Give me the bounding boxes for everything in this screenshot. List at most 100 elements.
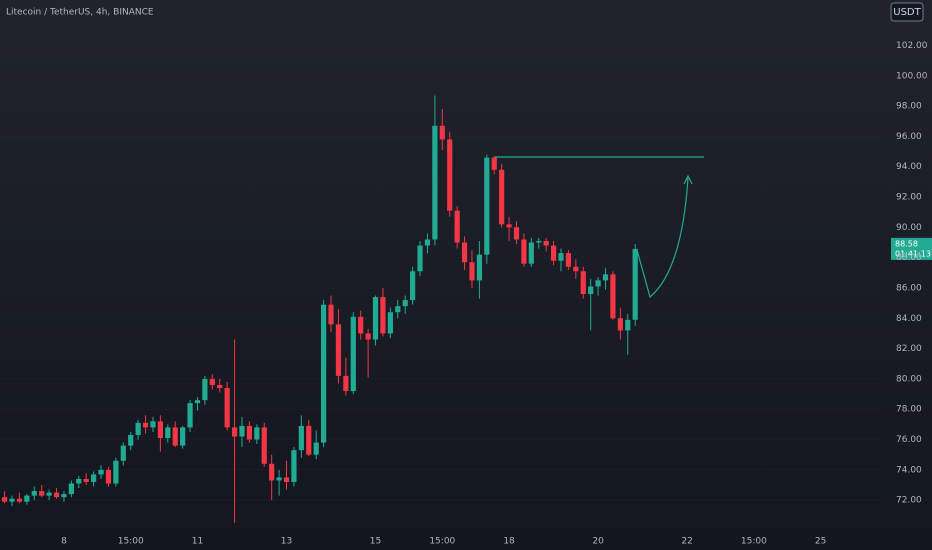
candle-body [180, 427, 186, 446]
candle-body [298, 425, 304, 451]
candle-body [588, 286, 594, 295]
y-tick-label: 82.00 [896, 344, 922, 354]
candle-body [365, 333, 371, 340]
candle-body [573, 266, 579, 272]
candle-body [165, 427, 171, 439]
candle-body [513, 227, 520, 240]
candle-body [454, 210, 460, 243]
last-price-box [891, 237, 932, 260]
y-tick-label: 74.00 [896, 465, 922, 475]
candle-body [499, 169, 505, 225]
candle-body [321, 304, 327, 443]
candle-body [343, 375, 349, 392]
candle-body [239, 425, 245, 437]
candle-body [543, 240, 549, 246]
candle-body [61, 494, 67, 498]
candle-body [632, 248, 638, 320]
candle-body [1, 497, 8, 502]
candle-body [128, 434, 134, 446]
candle-body [402, 300, 408, 307]
candle-body [209, 378, 215, 385]
candle-body [157, 421, 163, 439]
y-tick-label: 90.00 [896, 223, 922, 233]
candle-body [439, 125, 445, 140]
x-tick-label: 15:00 [429, 537, 455, 547]
candle-body [283, 477, 290, 482]
y-tick-label: 84.00 [896, 314, 922, 324]
candle-body [254, 427, 260, 440]
y-tick-label: 96.00 [896, 132, 922, 142]
x-tick-label: 15 [370, 537, 381, 547]
currency: USDT [893, 7, 921, 18]
x-tick-label: 20 [592, 537, 604, 547]
candle-body [68, 483, 74, 495]
candle-body [24, 495, 30, 502]
x-tick-label: 11 [192, 537, 203, 547]
candle-body [53, 492, 60, 498]
candle-body [187, 403, 193, 428]
candle-body [98, 469, 104, 475]
x-tick-label: 15:00 [741, 537, 767, 547]
chart-title: Litecoin / TetherUS, 4h, BINANCE [6, 8, 154, 18]
candle-body [194, 400, 201, 404]
x-tick-label: 15:00 [118, 537, 144, 547]
y-tick-label: 76.00 [896, 435, 922, 445]
countdown: 01:41:13 [895, 249, 931, 258]
candle-body [9, 498, 15, 502]
candle-body [602, 274, 609, 281]
candle-body [172, 427, 178, 446]
candle-body [447, 139, 453, 211]
candle-body [46, 492, 52, 496]
candle-body [617, 318, 623, 331]
candle-body [76, 478, 82, 484]
y-tick-label: 100.00 [896, 71, 928, 81]
candle-body [16, 498, 23, 502]
candle-body [269, 463, 275, 481]
x-tick-label: 22 [681, 537, 692, 547]
candle-body [461, 242, 468, 263]
y-tick-label: 102.00 [896, 41, 928, 51]
candle-body [521, 239, 527, 264]
last-price: 88.58 [895, 239, 918, 248]
candle-body [484, 157, 490, 255]
candle-body [476, 254, 482, 281]
candle-body [217, 384, 223, 389]
candle-body [417, 245, 423, 272]
arrow-head [683, 174, 693, 185]
currency-box[interactable] [890, 2, 924, 22]
candle-body [625, 319, 631, 331]
candle-body [358, 316, 364, 334]
candle-body [113, 460, 119, 484]
candle-body [91, 474, 97, 482]
candle-body [469, 262, 475, 281]
candle-body [506, 224, 512, 228]
candle-body [313, 442, 319, 455]
candle-body [276, 477, 282, 481]
candle-body [410, 271, 416, 301]
candle-body [306, 425, 312, 455]
candle-body [610, 274, 616, 319]
candle-body [120, 445, 126, 461]
candle-body [335, 324, 342, 376]
candle-body [142, 422, 149, 428]
y-tick-label: 72.00 [896, 496, 922, 506]
candle-body [328, 304, 334, 325]
candle-body [372, 297, 379, 340]
candle-body [395, 306, 401, 313]
y-tick-label: 88.00 [896, 253, 922, 263]
x-tick-label: 8 [61, 537, 67, 547]
candle-body [224, 388, 230, 428]
y-tick-label: 98.00 [896, 102, 922, 112]
candle-body [432, 125, 438, 240]
candle-body [202, 378, 208, 401]
candle-body [387, 312, 393, 334]
y-tick-label: 86.00 [896, 283, 922, 293]
candle-body [491, 157, 497, 170]
candle-body [580, 271, 586, 295]
x-tick-label: 13 [281, 537, 292, 547]
candle-body [31, 491, 37, 496]
y-tick-label: 94.00 [896, 162, 922, 172]
y-tick-label: 92.00 [896, 193, 922, 203]
